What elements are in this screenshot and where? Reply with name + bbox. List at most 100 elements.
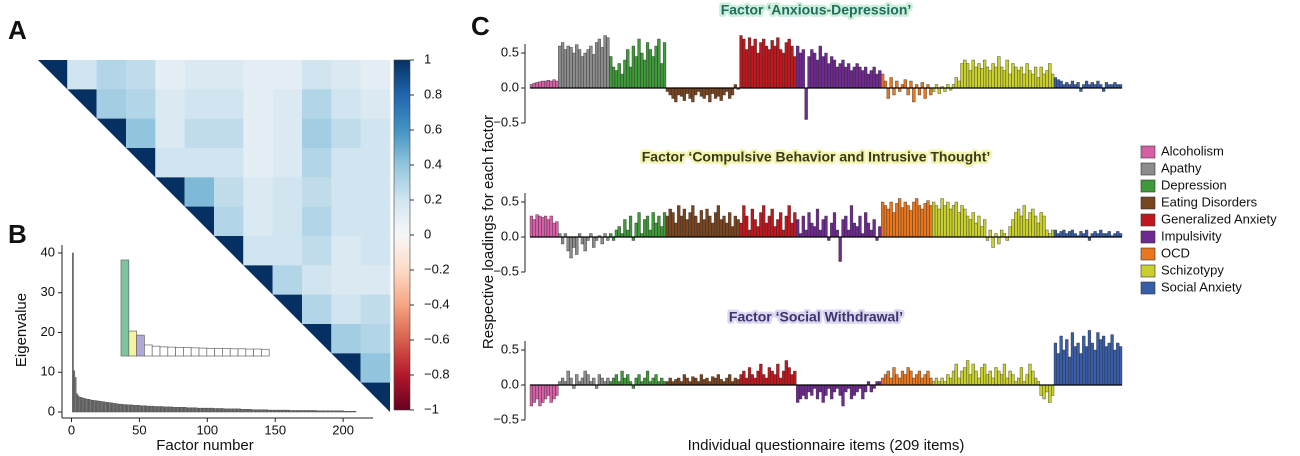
heatmap-cell	[243, 206, 273, 237]
heatmap-cell	[155, 89, 185, 119]
bar	[682, 87, 686, 101]
bar	[277, 409, 279, 413]
bar	[575, 44, 579, 89]
bar	[1031, 208, 1035, 238]
heatmap-cell	[360, 294, 391, 325]
bar	[920, 82, 924, 89]
bar	[691, 87, 695, 103]
panel-title: Factor ‘Anxious-Depression’	[721, 2, 912, 18]
bar	[157, 406, 160, 413]
bar	[1062, 349, 1066, 386]
bar	[614, 70, 618, 89]
bar	[311, 410, 313, 413]
bar	[1028, 70, 1032, 89]
bar	[804, 229, 808, 238]
colorbar-tick-label: −0.4	[424, 296, 450, 311]
inset-bar	[144, 344, 153, 357]
bar	[560, 42, 565, 89]
bar	[838, 384, 842, 396]
bar	[886, 208, 890, 238]
bar	[535, 384, 539, 400]
bar	[926, 200, 930, 238]
bar	[713, 377, 718, 386]
bar	[824, 215, 828, 238]
bar	[699, 374, 703, 386]
bar	[929, 87, 933, 96]
bar	[296, 410, 298, 413]
inset-bar	[245, 348, 254, 357]
bar	[787, 38, 791, 89]
bar	[274, 409, 277, 413]
bar	[203, 407, 206, 413]
heatmap-cell	[214, 236, 244, 266]
bar	[546, 80, 551, 89]
bar	[974, 222, 978, 238]
bar	[671, 87, 675, 99]
bar	[222, 408, 225, 413]
bar	[903, 79, 907, 89]
bar	[997, 370, 1001, 386]
bar	[691, 376, 695, 386]
bar	[971, 59, 975, 89]
bar	[855, 63, 859, 89]
bar	[105, 401, 108, 413]
bar	[645, 370, 650, 386]
bar	[985, 374, 990, 386]
bar	[532, 82, 536, 89]
bar	[580, 377, 584, 386]
bar	[1053, 77, 1058, 89]
bar	[963, 208, 967, 238]
bar	[991, 377, 995, 386]
bar	[1042, 215, 1046, 238]
x-tick-label: 150	[264, 422, 286, 437]
heatmap-cell	[155, 118, 185, 149]
bar	[201, 407, 203, 413]
bar	[660, 63, 664, 89]
bar	[994, 367, 998, 386]
heatmap-cell	[155, 177, 185, 207]
bar	[682, 374, 686, 386]
inset-bar	[183, 347, 192, 357]
bar	[171, 406, 173, 413]
bar	[872, 219, 876, 238]
legend-label: Depression	[1161, 177, 1227, 192]
bar	[221, 408, 224, 413]
bar	[324, 410, 327, 413]
bar	[711, 87, 715, 94]
bar	[346, 411, 349, 413]
bar	[745, 49, 749, 89]
bar	[110, 402, 112, 413]
bar	[815, 59, 820, 89]
bar	[861, 384, 865, 400]
colorbar-tick-label: 0.4	[424, 156, 442, 171]
bar	[172, 407, 175, 413]
bar	[1053, 342, 1058, 386]
bar	[960, 205, 964, 238]
bar	[716, 205, 720, 238]
bar	[1056, 79, 1060, 89]
heatmap-cell	[272, 89, 303, 119]
bar	[149, 405, 152, 413]
heatmap-cell	[360, 265, 391, 295]
y-tick-label: 0.5	[501, 193, 519, 208]
bar	[767, 215, 771, 238]
bar	[895, 80, 899, 89]
bar	[960, 63, 964, 89]
bar	[342, 410, 344, 413]
bar	[614, 374, 618, 386]
bar	[742, 38, 746, 89]
bar	[886, 87, 890, 99]
y-tick-label: 0.5	[501, 44, 519, 59]
bar	[838, 63, 842, 89]
bar	[206, 407, 209, 413]
bar	[716, 87, 720, 97]
bar	[767, 367, 771, 386]
bar	[1034, 66, 1038, 89]
bar	[1085, 80, 1089, 89]
bar	[849, 384, 854, 400]
bar	[807, 212, 811, 238]
bar	[875, 73, 879, 89]
bar	[1039, 66, 1043, 89]
bar	[572, 236, 576, 248]
bar	[315, 410, 317, 413]
